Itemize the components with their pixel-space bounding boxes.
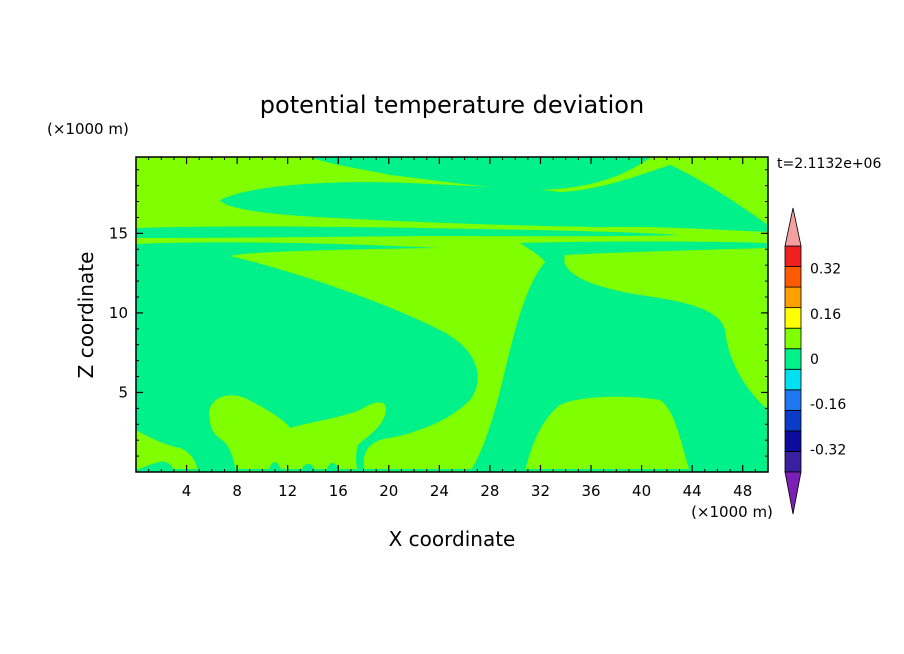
- contour-bump-1: [209, 395, 386, 472]
- colorbar-bin: [784, 409, 802, 432]
- colorbar-bin: [784, 451, 802, 473]
- x-tick-label: 32: [531, 482, 550, 500]
- colorbar-bin: [784, 368, 802, 391]
- y-unit-label: (×1000 m): [47, 120, 129, 138]
- x-unit-label: (×1000 m): [691, 503, 773, 521]
- contour-bump-2: [136, 430, 198, 472]
- x-tick-label: 44: [683, 482, 702, 500]
- colorbar-under-triangle: [784, 471, 802, 515]
- x-tick-label: 48: [733, 482, 752, 500]
- x-axis: 4 8 12 16 20 24 28 32 36 40 44 48: [148, 157, 756, 500]
- x-tick-label: 36: [581, 482, 600, 500]
- contour-region-top: [310, 157, 650, 190]
- colorbar-over-triangle: [784, 207, 802, 247]
- colorbar-bin: [784, 307, 802, 329]
- contour-region-right: [470, 241, 768, 472]
- colorbar-label: -0.16: [810, 397, 846, 413]
- x-tick-label: 16: [329, 482, 348, 500]
- y-tick-label: 10: [109, 304, 128, 322]
- colorbar: 0.32 0.16 0 -0.16 -0.32: [784, 207, 846, 515]
- x-tick-label: 20: [379, 482, 398, 500]
- y-axis-label: Z coordinate: [74, 252, 98, 379]
- x-tick-label: 4: [182, 482, 192, 500]
- y-tick-label: 5: [118, 383, 128, 401]
- colorbar-bin: [784, 327, 802, 350]
- x-tick-label: 24: [430, 482, 449, 500]
- colorbar-label: 0: [810, 352, 819, 368]
- colorbar-bin: [784, 266, 802, 288]
- colorbar-bin: [784, 286, 802, 309]
- positive-regions: [136, 395, 386, 472]
- chart-title: potential temperature deviation: [260, 91, 644, 119]
- x-axis-label: X coordinate: [389, 527, 516, 551]
- x-tick-label: 12: [278, 482, 297, 500]
- y-tick-label: 15: [109, 224, 128, 242]
- y-axis: 5 10 15: [109, 169, 768, 457]
- contour-region-thin-band: [136, 226, 680, 238]
- x-tick-label: 8: [232, 482, 242, 500]
- x-tick-label: 28: [480, 482, 499, 500]
- colorbar-label: 0.16: [810, 307, 841, 323]
- plot-area: [135, 156, 769, 473]
- colorbar-bin: [784, 348, 802, 370]
- colorbar-label: 0.32: [810, 262, 841, 278]
- time-label: t=2.1132e+06: [777, 156, 881, 172]
- colorbar-bin: [784, 430, 802, 452]
- x-tick-label: 40: [632, 482, 651, 500]
- colorbar-label: -0.32: [810, 442, 846, 458]
- contour-region-upper-band: [220, 165, 768, 232]
- colorbar-bin: [784, 245, 802, 267]
- colorbar-bin: [784, 389, 802, 411]
